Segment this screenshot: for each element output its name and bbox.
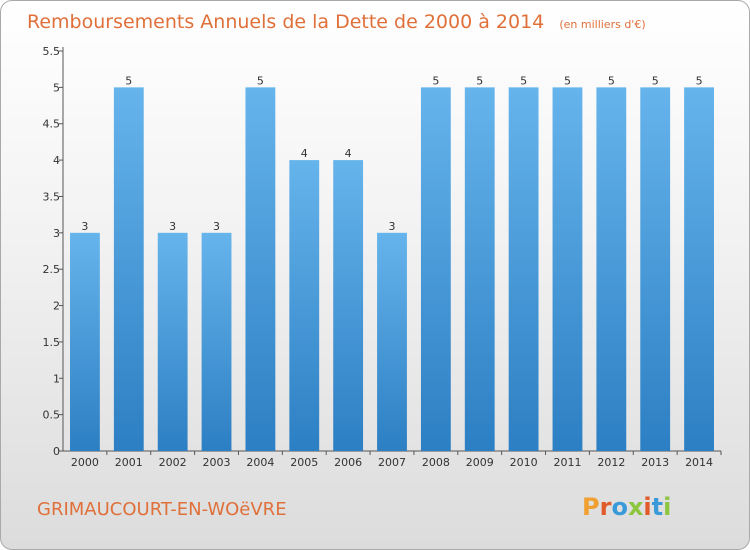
chart-title-main: Remboursements Annuels de la Dette de 20…	[27, 11, 544, 33]
proxiti-logo: Proxiti	[582, 493, 671, 521]
bar-2012	[596, 87, 627, 451]
bar-2000	[70, 232, 100, 451]
y-tick-label: 0.5	[43, 409, 61, 422]
logo-letter: i	[643, 493, 651, 521]
logo-letter: r	[600, 493, 612, 521]
x-tick-label: 2011	[553, 456, 581, 469]
chart-subtitle: (en milliers d'€)	[559, 18, 645, 31]
chart-title: Remboursements Annuels de la Dette de 20…	[27, 11, 646, 33]
commune-name: GRIMAUCOURT-EN-WOëVRE	[37, 499, 287, 520]
data-label: 5	[696, 74, 703, 87]
y-tick-label: 1	[53, 372, 60, 385]
x-tick-label: 2013	[641, 456, 669, 469]
bar-2001	[113, 87, 144, 451]
data-label: 3	[213, 220, 220, 233]
data-label: 4	[345, 147, 352, 160]
x-tick-label: 2001	[115, 456, 143, 469]
y-tick-label: 2.5	[43, 263, 61, 276]
bar-2007	[377, 232, 407, 451]
x-tick-label: 2000	[71, 456, 99, 469]
x-tick-label: 2007	[378, 456, 406, 469]
x-tick-label: 2004	[246, 456, 274, 469]
data-label: 5	[476, 74, 483, 87]
data-label: 4	[301, 147, 308, 160]
bar-2003	[201, 232, 232, 451]
x-tick-label: 2005	[290, 456, 318, 469]
data-label: 5	[257, 74, 264, 87]
data-label: 3	[81, 220, 88, 233]
x-tick-label: 2003	[203, 456, 231, 469]
y-tick-label: 3	[53, 227, 60, 240]
bars: 3 5 3 3 5 4 4 3 5 5 5 5 5 5 5	[70, 74, 714, 451]
axes: 0 0.5 1 1.5 2 2.5 3 3.5 4 4.5 5 5.5 2000 2001 2002 2003…	[43, 45, 722, 469]
data-label: 5	[652, 74, 659, 87]
x-tick-label: 2014	[685, 456, 713, 469]
bar-2010	[508, 87, 539, 451]
bar-2006	[333, 160, 364, 451]
bar-2013	[640, 87, 671, 451]
data-label: 3	[169, 220, 176, 233]
x-tick-label: 2009	[466, 456, 494, 469]
x-tick-label: 2002	[159, 456, 187, 469]
data-label: 5	[564, 74, 571, 87]
bar-2009	[464, 87, 495, 451]
x-tick-label: 2012	[597, 456, 625, 469]
logo-letter: o	[611, 493, 628, 521]
bar-2004	[245, 87, 276, 451]
bar-2008	[420, 87, 451, 451]
data-label: 5	[520, 74, 527, 87]
data-label: 5	[125, 74, 132, 87]
y-tick-label: 4	[53, 154, 60, 167]
bar-2014	[684, 87, 714, 451]
bar-2005	[289, 160, 320, 451]
bar-2011	[552, 87, 583, 451]
y-tick-label: 2	[53, 300, 60, 313]
bar-2002	[157, 232, 188, 451]
logo-letter: i	[663, 493, 671, 521]
x-tick-label: 2006	[334, 456, 362, 469]
x-tick-label: 2008	[422, 456, 450, 469]
y-tick-label: 5	[53, 81, 60, 94]
logo-letter: x	[628, 493, 644, 521]
data-label: 5	[608, 74, 615, 87]
data-label: 3	[389, 220, 396, 233]
y-tick-label: 0	[53, 445, 60, 458]
y-tick-label: 3.5	[43, 190, 61, 203]
y-tick-label: 5.5	[43, 45, 61, 58]
y-tick-label: 4.5	[43, 118, 61, 131]
logo-letter: t	[652, 493, 663, 521]
y-tick-label: 1.5	[43, 336, 61, 349]
x-tick-label: 2010	[510, 456, 538, 469]
logo-letter: P	[582, 493, 600, 521]
data-label: 5	[432, 74, 439, 87]
